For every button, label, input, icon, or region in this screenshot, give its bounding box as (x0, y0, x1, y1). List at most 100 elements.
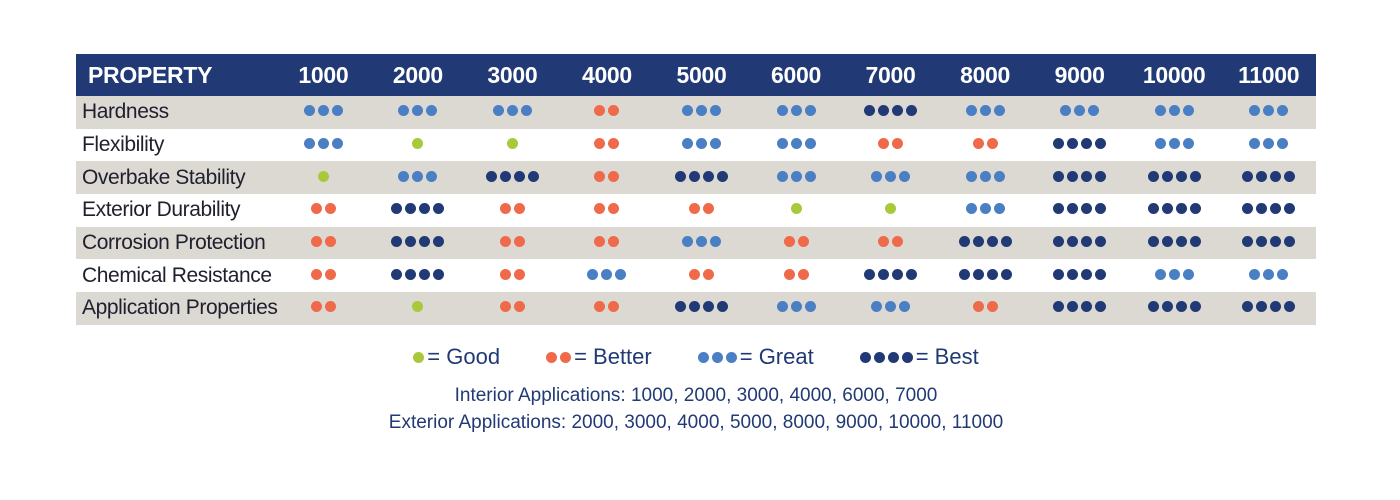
rating-dots (958, 268, 1012, 280)
rating-dot (681, 236, 693, 248)
column-header: 10000 (1142, 61, 1206, 88)
rating-dot (1095, 236, 1107, 248)
rating-dot (873, 351, 885, 363)
rating-dots (783, 268, 809, 280)
rating-dots (1242, 170, 1296, 182)
rating-dots (1147, 170, 1201, 182)
rating-dot (1249, 138, 1261, 150)
rating-cell (465, 96, 560, 129)
rating-dot (331, 138, 343, 150)
rating-dots (871, 301, 911, 313)
rating-dot (965, 203, 977, 215)
legend-dots (413, 351, 425, 363)
rating-dot (499, 268, 511, 280)
rating-dots (1053, 138, 1107, 150)
rating-cell (938, 129, 1033, 162)
rating-dot (993, 203, 1005, 215)
rating-dot (513, 268, 525, 280)
rating-dot (1242, 203, 1254, 215)
rating-cell (465, 259, 560, 292)
table-row: Hardness (76, 96, 1316, 129)
legend-dots (546, 351, 572, 363)
legend-label: = Great (739, 344, 814, 369)
rating-dot (711, 351, 723, 363)
rating-dot (1067, 138, 1079, 150)
rating-cell (371, 259, 466, 292)
rating-cell (1032, 259, 1127, 292)
rating-cell (371, 227, 466, 260)
rating-dot (499, 236, 511, 248)
rating-dot (513, 203, 525, 215)
rating-dots (594, 170, 620, 182)
rating-dot (885, 170, 897, 182)
rating-dot (324, 236, 336, 248)
rating-dot (681, 105, 693, 117)
rating-dot (1161, 203, 1173, 215)
rating-dots (594, 236, 620, 248)
rating-dot (1067, 203, 1079, 215)
rating-cell (843, 96, 938, 129)
rating-dot (324, 203, 336, 215)
column-header: 4000 (581, 61, 632, 88)
rating-cell (371, 96, 466, 129)
rating-dot (804, 105, 816, 117)
rating-dots (965, 203, 1005, 215)
rating-cell (1127, 292, 1222, 325)
rating-cell (749, 194, 844, 227)
rating-dot (1175, 203, 1187, 215)
rating-dot (317, 138, 329, 150)
rating-dot (878, 138, 890, 150)
rating-dot (587, 268, 599, 280)
rating-dots (688, 203, 714, 215)
rating-cell (1032, 96, 1127, 129)
rating-dot (1242, 170, 1254, 182)
rating-cell (465, 227, 560, 260)
rating-dots (1154, 105, 1194, 117)
column-header: 6000 (771, 61, 821, 88)
rating-dot (790, 301, 802, 313)
rating-dots (776, 138, 816, 150)
rating-dot (1270, 203, 1282, 215)
rating-dot (594, 301, 606, 313)
rating-dot (901, 351, 913, 363)
rating-cell (843, 259, 938, 292)
rating-dot (1095, 203, 1107, 215)
rating-cell (654, 194, 749, 227)
rating-dot (1168, 105, 1180, 117)
rating-dot (1067, 268, 1079, 280)
rating-cell (1221, 161, 1316, 194)
rating-dot (1256, 301, 1268, 313)
rating-dot (972, 236, 984, 248)
rating-dot (674, 301, 686, 313)
rating-dot (1081, 236, 1093, 248)
rating-dot (513, 301, 525, 313)
rating-dot (972, 138, 984, 150)
rating-dots (594, 301, 620, 313)
rating-dots (412, 301, 424, 313)
rating-dots (391, 236, 445, 248)
rating-dot (906, 105, 918, 117)
rating-cell (1127, 227, 1222, 260)
legend-dots (697, 351, 737, 363)
rating-cell (749, 161, 844, 194)
rating-dots (303, 138, 343, 150)
rating-cell (843, 227, 938, 260)
rating-dot (1147, 236, 1159, 248)
rating-dot (391, 236, 403, 248)
rating-cell (1127, 194, 1222, 227)
rating-cell (749, 227, 844, 260)
rating-dot (1175, 301, 1187, 313)
rating-dot (871, 170, 883, 182)
property-name: Overbake Stability (82, 165, 246, 189)
rating-dot (906, 268, 918, 280)
rating-dot (608, 203, 620, 215)
rating-dot (797, 236, 809, 248)
rating-cell (560, 161, 655, 194)
rating-dot (310, 268, 322, 280)
rating-dot (1189, 301, 1201, 313)
rating-dot (303, 138, 315, 150)
rating-dot (1081, 203, 1093, 215)
rating-cell (560, 227, 655, 260)
rating-dot (1088, 105, 1100, 117)
rating-dot (1189, 236, 1201, 248)
